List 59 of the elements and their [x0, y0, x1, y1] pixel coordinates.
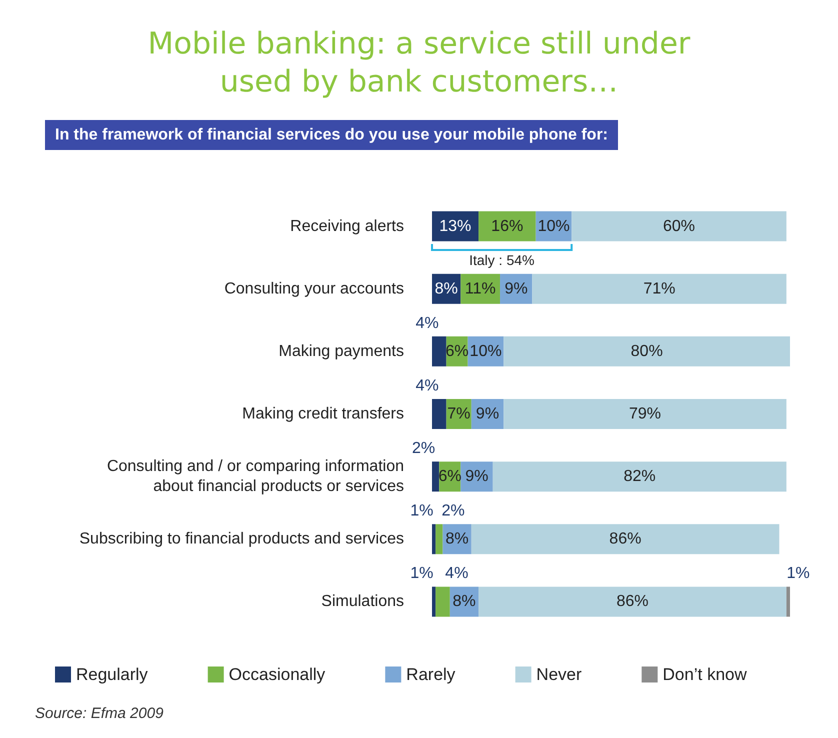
chart-subtitle: In the framework of financial services do you use your mobile phone for:	[55, 126, 608, 144]
bar	[478, 211, 536, 242]
y-tick-label: Making credit transfers	[242, 406, 404, 422]
data-label: 8%	[445, 530, 469, 548]
legend-label: Rarely	[406, 665, 456, 684]
y-tick-label: Making payments	[278, 342, 404, 360]
data-label: 1%	[410, 502, 434, 520]
data-label: 86%	[609, 530, 642, 548]
bar	[478, 586, 786, 617]
y-tick-label: Simulations	[321, 593, 404, 610]
bar	[432, 336, 446, 366]
data-label: 1%	[786, 565, 810, 582]
legend-label: Regularly	[76, 665, 148, 684]
data-label: 4%	[416, 314, 439, 332]
source-note: Source: Efma 2009	[35, 705, 164, 722]
data-label: 9%	[465, 468, 488, 486]
bar	[436, 586, 450, 617]
data-label: 2%	[442, 502, 465, 520]
bar	[532, 274, 786, 304]
y-tick-label: Consulting and / or comparing information about financial products or services	[106, 458, 404, 496]
data-label: 7%	[447, 406, 470, 422]
data-label: 2%	[412, 440, 436, 458]
bar	[504, 399, 786, 429]
data-label: 60%	[663, 218, 696, 235]
legend-label: Occasionally	[228, 665, 326, 684]
data-label: 11%	[464, 280, 496, 298]
bar	[572, 211, 786, 242]
data-label: 4%	[445, 565, 468, 582]
bar	[504, 336, 790, 366]
data-label: 71%	[643, 280, 676, 298]
data-label: 86%	[616, 593, 648, 610]
y-tick-label: Consulting your accounts	[224, 280, 404, 298]
bar	[432, 586, 436, 617]
bar	[432, 462, 440, 492]
legend-label: Don’t know	[662, 665, 748, 684]
data-label: 10%	[470, 342, 502, 360]
data-label: 8%	[452, 593, 476, 610]
bar	[492, 462, 786, 492]
chart-title: Mobile banking: a service still under used by bank customers…	[148, 26, 691, 100]
bar	[786, 586, 790, 617]
data-label: 4%	[416, 378, 439, 394]
data-label: 9%	[504, 280, 528, 298]
bar	[471, 524, 780, 554]
data-label: 9%	[476, 406, 500, 422]
bar	[436, 524, 443, 554]
data-label: 80%	[630, 342, 663, 360]
data-label: 1%	[410, 565, 434, 582]
y-tick-label: Receiving alerts	[290, 218, 404, 235]
y-tick-label: Subscribing to financial products and services	[79, 530, 404, 548]
bar	[432, 524, 436, 554]
data-label: 82%	[624, 468, 656, 486]
legend-label: Never	[536, 665, 582, 684]
annotation: Italy : 54%	[469, 252, 534, 268]
bar	[432, 399, 446, 429]
data-label: 10%	[538, 218, 570, 235]
data-label: 16%	[491, 218, 524, 235]
data-label: 79%	[628, 406, 662, 422]
data-label: 13%	[439, 218, 472, 235]
data-label: 8%	[434, 280, 458, 298]
